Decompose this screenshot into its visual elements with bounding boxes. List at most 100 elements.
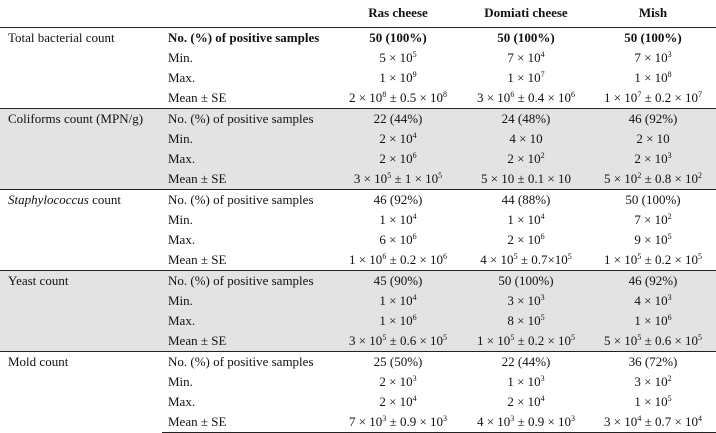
measure-label: Mean ± SE (162, 411, 334, 433)
table-row: Max. 2 × 104 2 × 104 1 × 105 (0, 392, 716, 412)
measure-label: Max. (168, 69, 196, 85)
cell-ras: 2 × 108 ± 0.5 × 108 (348, 89, 448, 105)
cell-ras: 2 × 103 (379, 373, 417, 389)
measure-label: No. (%) of positive samples (162, 188, 334, 210)
cell-domiati: 4 × 105 ± 0.7×105 (480, 251, 572, 267)
cell-mish: 7 × 102 (634, 211, 672, 227)
cell-ras: 25 (50%) (334, 350, 462, 372)
table-row: Min. 2 × 103 1 × 103 3 × 102 (0, 372, 716, 392)
measure-label: No. (%) of positive samples (168, 29, 320, 45)
cell-ras: 2 × 104 (334, 128, 462, 149)
measure-label: Mean ± SE (162, 330, 334, 351)
measure-label: Max. (168, 393, 196, 409)
cell-mish: 1 × 105 (634, 393, 672, 409)
table-row: Max. 1 × 109 1 × 107 1 × 108 (0, 68, 716, 88)
group-label: Mold count (0, 350, 162, 432)
cell-domiati: 3 × 106 ± 0.4 × 106 (476, 89, 576, 105)
measure-label: Min. (162, 290, 334, 311)
measure-label: Min. (168, 373, 193, 389)
table-row: Min. 5 × 105 7 × 104 7 × 103 (0, 48, 716, 68)
cell-mish: 3 × 104 ± 0.7 × 104 (590, 411, 716, 433)
cell-ras: 1 × 104 (334, 290, 462, 311)
cell-mish: 5 × 105 ± 0.6 × 105 (590, 330, 716, 351)
table-body: Total bacterial count No. (%) of positive… (0, 27, 716, 433)
cell-domiati: 50 (100%) (497, 29, 555, 45)
table-row: Coliforms count (MPN/g) No. (%) of positi… (0, 107, 716, 189)
header-ras-cheese: Ras cheese (334, 0, 462, 28)
table-row: Max. 6 × 106 2 × 106 9 × 105 (0, 230, 716, 250)
measure-label: Max. (162, 148, 334, 169)
measure-label: No. (%) of positive samples (162, 350, 334, 372)
cell-ras: 45 (90%) (334, 269, 462, 291)
table-row: Yeast count No. (%) of positive samples 45… (0, 269, 716, 351)
table-row: Mean ± SE 1 × 106 ± 0.2 × 106 4 × 105 ± 0.… (0, 250, 716, 271)
cell-mish: 5 × 102 ± 0.8 × 102 (590, 168, 716, 189)
cell-mish: 36 (72%) (590, 350, 716, 372)
measure-label: Min. (162, 128, 334, 149)
table-row: Staphylococcus count No. (%) of positive … (0, 188, 716, 270)
header-row: Ras cheese Domiati cheese Mish (0, 0, 716, 28)
cell-domiati: 1 × 105 ± 0.2 × 105 (462, 330, 590, 351)
measure-label: Max. (168, 231, 196, 247)
cell-domiati: 4 × 103 ± 0.9 × 103 (462, 411, 590, 433)
table-row: Mean ± SE 3 × 105 ± 0.6 × 105 1 × 105 ± 0.… (0, 330, 716, 351)
measure-label: Mean ± SE (168, 251, 227, 267)
cell-mish: 4 × 103 (590, 290, 716, 311)
cell-mish: 46 (92%) (590, 269, 716, 291)
measure-label: Min. (168, 49, 193, 65)
cell-domiati: 7 × 104 (507, 49, 545, 65)
cell-ras: 3 × 105 ± 1 × 105 (334, 168, 462, 189)
cell-mish: 46 (92%) (590, 107, 716, 129)
cell-ras: 6 × 106 (379, 231, 417, 247)
cell-ras: 46 (92%) (334, 188, 462, 210)
cell-ras: 1 × 106 (334, 310, 462, 331)
group-label: Staphylococcus count (0, 188, 162, 270)
cell-ras: 2 × 104 (379, 393, 417, 409)
measure-label: Mean ± SE (162, 168, 334, 189)
group-label: Coliforms count (MPN/g) (0, 107, 162, 189)
header-mish: Mish (590, 0, 716, 28)
cell-mish: 3 × 102 (634, 373, 672, 389)
cell-domiati: 2 × 104 (507, 393, 545, 409)
measure-label: Max. (162, 310, 334, 331)
table-row: Max. 2 × 106 2 × 102 2 × 103 (0, 148, 716, 169)
cell-ras: 2 × 106 (334, 148, 462, 169)
cell-mish: 1 × 105 ± 0.2 × 105 (603, 251, 703, 267)
table-row: Max. 1 × 106 8 × 105 1 × 106 (0, 310, 716, 331)
cell-ras: 5 × 105 (379, 49, 417, 65)
cell-mish: 1 × 107 ± 0.2 × 107 (603, 89, 703, 105)
cell-domiati: 1 × 107 (507, 69, 545, 85)
cell-mish: 50 (100%) (624, 29, 682, 45)
group-label: Total bacterial count (8, 29, 115, 45)
cell-domiati: 22 (44%) (462, 350, 590, 372)
cell-domiati: 44 (88%) (462, 188, 590, 210)
cell-domiati: 8 × 105 (462, 310, 590, 331)
table-row: Min. 2 × 104 4 × 10 2 × 10 (0, 128, 716, 149)
cell-ras: 1 × 109 (379, 69, 417, 85)
cell-domiati: 50 (100%) (462, 269, 590, 291)
cell-ras: 50 (100%) (369, 29, 427, 45)
cell-mish: 7 × 103 (634, 49, 672, 65)
table-row: Mold count No. (%) of positive samples 25 … (0, 350, 716, 432)
cell-domiati: 24 (48%) (462, 107, 590, 129)
header-domiati-cheese: Domiati cheese (462, 0, 590, 28)
cell-domiati: 1 × 103 (507, 373, 545, 389)
cell-ras: 22 (44%) (334, 107, 462, 129)
table-row: Min. 1 × 104 3 × 103 4 × 103 (0, 290, 716, 311)
cell-mish: 9 × 105 (634, 231, 672, 247)
table-row: Total bacterial count No. (%) of positive… (0, 27, 716, 48)
group-label: Yeast count (0, 269, 162, 351)
cell-ras: 3 × 105 ± 0.6 × 105 (334, 330, 462, 351)
measure-label: No. (%) of positive samples (162, 107, 334, 129)
cell-domiati: 5 × 10 ± 0.1 × 10 (462, 168, 590, 189)
cell-mish: 50 (100%) (590, 188, 716, 210)
measure-label: Min. (168, 211, 193, 227)
cell-domiati: 3 × 103 (462, 290, 590, 311)
cell-mish: 2 × 103 (590, 148, 716, 169)
cell-ras: 7 × 103 ± 0.9 × 103 (334, 411, 462, 433)
cell-mish: 1 × 108 (634, 69, 672, 85)
cell-mish: 2 × 10 (590, 128, 716, 149)
cell-ras: 1 × 104 (379, 211, 417, 227)
cell-domiati: 2 × 106 (507, 231, 545, 247)
